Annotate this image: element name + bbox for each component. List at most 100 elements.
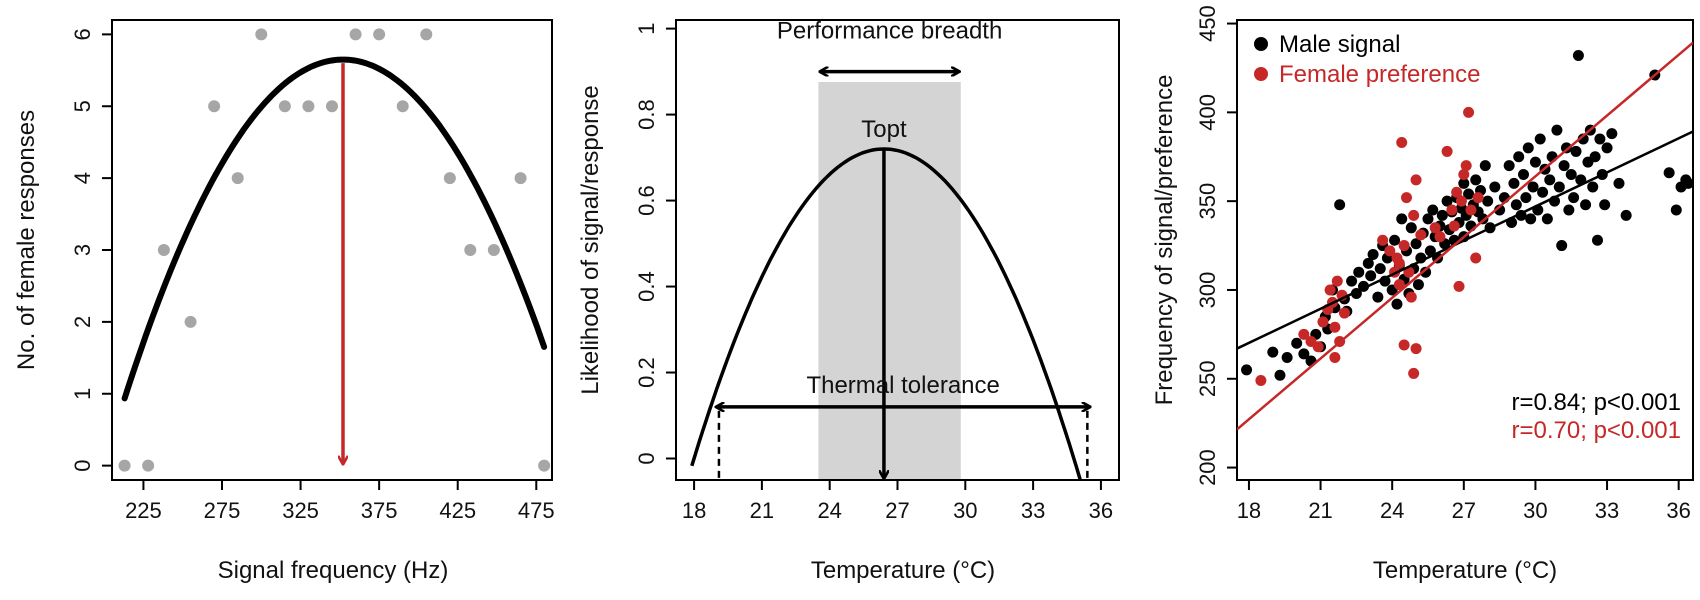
y-tick-label: 1: [634, 22, 659, 34]
female-preference-point: [1312, 341, 1324, 353]
data-point: [464, 244, 477, 256]
male-signal-point: [1470, 174, 1482, 186]
x-axis-label: Temperature (°C): [1373, 557, 1557, 584]
x-tick-label: 325: [282, 498, 319, 523]
male-signal-point: [1405, 222, 1417, 234]
male-signal-point: [1441, 195, 1453, 207]
male-signal-point: [1508, 177, 1520, 189]
thermal-tolerance-label: Thermal tolerance: [806, 372, 999, 399]
y-tick-label: 0.2: [634, 357, 659, 388]
female-preference-point: [1408, 209, 1420, 221]
y-axis-label: No. of female responses: [13, 110, 40, 370]
male-signal-point: [1620, 209, 1632, 221]
y-tick-label: 0.4: [634, 271, 659, 302]
y-tick-label: 2: [70, 316, 95, 328]
y-axis-label: Frequency of signal/preference: [1151, 75, 1178, 406]
female-preference-point: [1448, 220, 1460, 232]
male-signal-point: [1580, 199, 1592, 211]
female-preference-point: [1455, 195, 1467, 207]
y-tick-label: 300: [1195, 272, 1220, 309]
male-signal-point: [1606, 128, 1618, 140]
legend-marker: [1254, 67, 1268, 81]
female-preference-point: [1410, 174, 1422, 186]
male-signal-point: [1577, 133, 1589, 145]
legend-label: Female preference: [1279, 61, 1480, 88]
female-preference-point: [1403, 266, 1415, 278]
male-signal-point: [1565, 169, 1577, 181]
y-axis-label: Likelihood of signal/response: [577, 85, 604, 395]
y-tick-label: 400: [1195, 94, 1220, 131]
female-preference-point: [1470, 252, 1482, 264]
female-preference-point: [1338, 307, 1350, 319]
x-tick-label: 375: [361, 498, 398, 523]
y-tick-label: 1: [70, 388, 95, 400]
female-preference-point: [1463, 106, 1475, 118]
male-signal-point: [1572, 50, 1584, 62]
performance-breadth-label: Performance breadth: [777, 18, 1002, 45]
male-signal-point: [1463, 188, 1475, 200]
male-signal-point: [1663, 167, 1675, 179]
female-preference-point: [1446, 204, 1458, 216]
male-signal-point: [1479, 160, 1491, 172]
male-signal-point: [1599, 199, 1611, 211]
data-point: [255, 28, 268, 41]
y-tick-label: 350: [1195, 183, 1220, 220]
x-tick-label: 18: [682, 498, 706, 523]
y-tick-label: 3: [70, 244, 95, 256]
male-signal-point: [1594, 133, 1606, 145]
female-preference-point: [1410, 343, 1422, 355]
male-signal-point: [1436, 209, 1448, 221]
y-tick-label: 0.6: [634, 185, 659, 216]
legend-label: Male signal: [1279, 31, 1400, 58]
data-point: [278, 100, 291, 113]
fitted-curve: [121, 56, 548, 402]
x-tick-label: 425: [439, 498, 476, 523]
topt-label: Topt: [861, 116, 907, 143]
male-signal-point: [1424, 245, 1436, 257]
y-tick-label: 0: [634, 452, 659, 464]
data-point: [373, 28, 386, 41]
male-regression-line: [1237, 130, 1693, 350]
male-signal-point: [1372, 291, 1384, 303]
male-signal-point: [1458, 177, 1470, 189]
female-preference-point: [1429, 222, 1441, 234]
data-point: [396, 100, 409, 113]
male-signal-point: [1489, 181, 1501, 193]
male-signal-point: [1494, 204, 1506, 216]
x-tick-label: 27: [1452, 498, 1476, 523]
male-signal-point: [1517, 169, 1529, 181]
female-preference-point: [1451, 186, 1463, 198]
x-tick-label: 21: [750, 498, 774, 523]
male-signal-point: [1527, 181, 1539, 193]
data-point: [538, 459, 551, 472]
male-signal-point: [1568, 192, 1580, 204]
female-preference-point: [1324, 284, 1336, 296]
male-signal-point: [1334, 199, 1346, 211]
male-signal-point: [1412, 279, 1424, 291]
male-signal-point: [1346, 275, 1358, 287]
male-signal-point: [1420, 266, 1432, 278]
male-signal-point: [1682, 177, 1693, 189]
male-signal-point: [1374, 263, 1386, 275]
female-preference-point: [1255, 375, 1267, 387]
plot-frame: [1236, 19, 1694, 481]
data-point: [184, 315, 197, 328]
male-signal-point: [1503, 160, 1515, 172]
male-signal-point: [1613, 177, 1625, 189]
male-signal-point: [1367, 248, 1379, 260]
female-preference-point: [1415, 229, 1427, 241]
data-point: [349, 28, 362, 41]
data-point: [157, 244, 170, 256]
female-preference-point: [1465, 204, 1477, 216]
data-point: [208, 100, 221, 113]
male-signal-point: [1520, 192, 1532, 204]
x-tick-label: 30: [1523, 498, 1547, 523]
male-signal-point: [1365, 270, 1377, 282]
male-signal-point: [1353, 266, 1365, 278]
female-preference-point: [1393, 279, 1405, 291]
male-signal-point: [1427, 204, 1439, 216]
male-signal-point: [1534, 133, 1546, 145]
data-point: [231, 172, 244, 185]
data-point: [142, 459, 155, 472]
female-preference-point: [1460, 160, 1472, 172]
